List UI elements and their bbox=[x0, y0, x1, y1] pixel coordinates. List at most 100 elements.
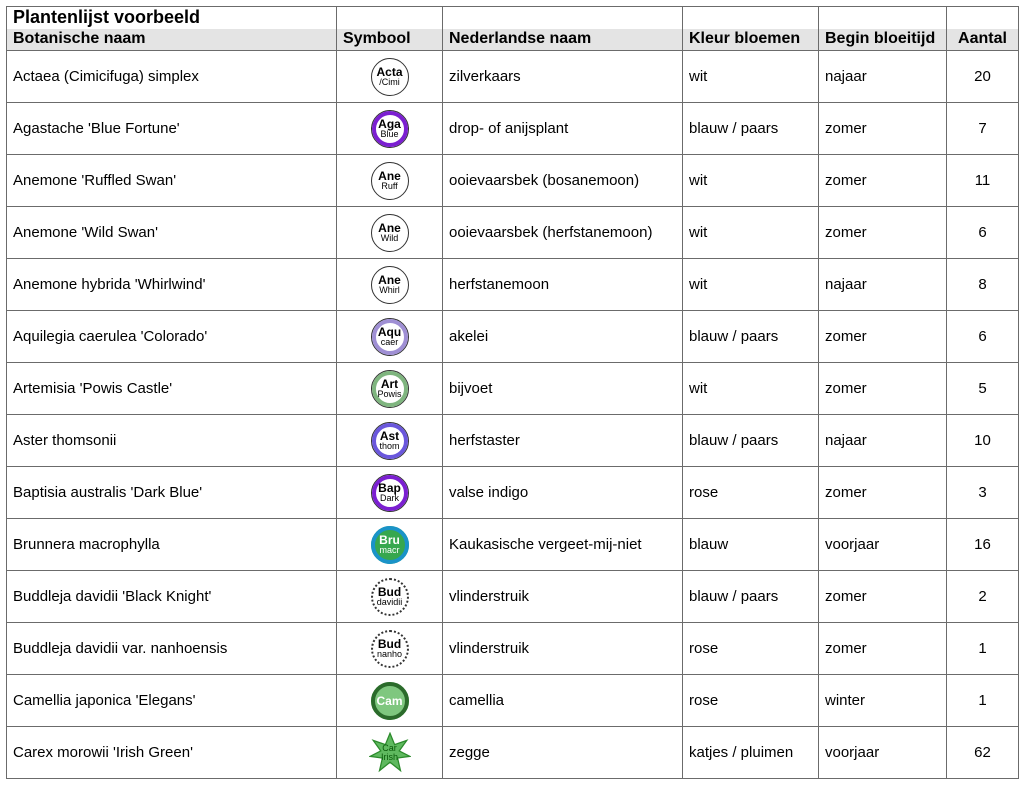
plant-list-table: Plantenlijst voorbeeld Botanische naam S… bbox=[6, 6, 1019, 779]
cell-count: 8 bbox=[947, 259, 1019, 311]
cell-dutch: ooievaarsbek (herfstanemoon) bbox=[443, 207, 683, 259]
cell-botanic: Actaea (Cimicifuga) simplex bbox=[7, 51, 337, 103]
plant-symbol-icon: CarIrish bbox=[369, 732, 411, 774]
cell-season: najaar bbox=[819, 51, 947, 103]
col-header-count: Aantal bbox=[947, 29, 1019, 51]
cell-season: najaar bbox=[819, 415, 947, 467]
cell-count: 62 bbox=[947, 727, 1019, 779]
cell-dutch: valse indigo bbox=[443, 467, 683, 519]
cell-symbol: Budnanho bbox=[337, 623, 443, 675]
table-row: Buddleja davidii 'Black Knight' Buddavidi… bbox=[7, 571, 1019, 623]
cell-count: 1 bbox=[947, 623, 1019, 675]
cell-color: blauw / paars bbox=[683, 571, 819, 623]
cell-botanic: Baptisia australis 'Dark Blue' bbox=[7, 467, 337, 519]
plant-symbol-icon: BapDark bbox=[371, 474, 409, 512]
cell-color: wit bbox=[683, 363, 819, 415]
cell-count: 20 bbox=[947, 51, 1019, 103]
cell-symbol: AgaBlue bbox=[337, 103, 443, 155]
table-row: Aster thomsoniiAstthomherfstasterblauw /… bbox=[7, 415, 1019, 467]
cell-dutch: bijvoet bbox=[443, 363, 683, 415]
cell-color: rose bbox=[683, 675, 819, 727]
cell-count: 16 bbox=[947, 519, 1019, 571]
table-row: Artemisia 'Powis Castle' ArtPowis bijvoetw… bbox=[7, 363, 1019, 415]
table-row: Actaea (Cimicifuga) simplex Acta/Cimi zilv… bbox=[7, 51, 1019, 103]
cell-count: 1 bbox=[947, 675, 1019, 727]
cell-botanic: Buddleja davidii var. nanhoensis bbox=[7, 623, 337, 675]
cell-botanic: Brunnera macrophylla bbox=[7, 519, 337, 571]
cell-season: najaar bbox=[819, 259, 947, 311]
cell-dutch: zilverkaars bbox=[443, 51, 683, 103]
table-row: Anemone 'Ruffled Swan' AneRuff ooievaarsbe… bbox=[7, 155, 1019, 207]
cell-count: 11 bbox=[947, 155, 1019, 207]
table-row: Baptisia australis 'Dark Blue' BapDark val… bbox=[7, 467, 1019, 519]
col-header-dutch: Nederlandse naam bbox=[443, 29, 683, 51]
table-row: Carex morowii 'Irish Green' CarIrishzegg… bbox=[7, 727, 1019, 779]
cell-color: wit bbox=[683, 51, 819, 103]
col-header-season: Begin bloeitijd bbox=[819, 29, 947, 51]
cell-color: blauw / paars bbox=[683, 103, 819, 155]
cell-dutch: vlinderstruik bbox=[443, 623, 683, 675]
cell-symbol: AneRuff bbox=[337, 155, 443, 207]
plant-symbol-icon: Budnanho bbox=[371, 630, 409, 668]
cell-botanic: Anemone 'Wild Swan' bbox=[7, 207, 337, 259]
cell-season: zomer bbox=[819, 363, 947, 415]
plant-symbol-icon: AneWhirl bbox=[371, 266, 409, 304]
cell-botanic: Aquilegia caerulea 'Colorado' bbox=[7, 311, 337, 363]
table-row: Aquilegia caerulea 'Colorado' Aqucaer akel… bbox=[7, 311, 1019, 363]
cell-season: zomer bbox=[819, 571, 947, 623]
cell-dutch: drop- of anijsplant bbox=[443, 103, 683, 155]
cell-count: 7 bbox=[947, 103, 1019, 155]
cell-dutch: herfstaster bbox=[443, 415, 683, 467]
cell-symbol: ArtPowis bbox=[337, 363, 443, 415]
plant-symbol-icon: Cam bbox=[371, 682, 409, 720]
table-row: Agastache 'Blue Fortune' AgaBlue drop- of … bbox=[7, 103, 1019, 155]
title-row: Plantenlijst voorbeeld bbox=[7, 7, 1019, 29]
cell-count: 6 bbox=[947, 207, 1019, 259]
cell-dutch: ooievaarsbek (bosanemoon) bbox=[443, 155, 683, 207]
cell-color: katjes / pluimen bbox=[683, 727, 819, 779]
cell-season: zomer bbox=[819, 623, 947, 675]
cell-count: 2 bbox=[947, 571, 1019, 623]
cell-count: 3 bbox=[947, 467, 1019, 519]
cell-season: winter bbox=[819, 675, 947, 727]
cell-botanic: Artemisia 'Powis Castle' bbox=[7, 363, 337, 415]
cell-count: 6 bbox=[947, 311, 1019, 363]
cell-dutch: vlinderstruik bbox=[443, 571, 683, 623]
table-row: Buddleja davidii var. nanhoensis Budnanho… bbox=[7, 623, 1019, 675]
cell-symbol: Brumacr bbox=[337, 519, 443, 571]
col-header-symbol: Symbool bbox=[337, 29, 443, 51]
cell-botanic: Buddleja davidii 'Black Knight' bbox=[7, 571, 337, 623]
cell-dutch: Kaukasische vergeet-mij-niet bbox=[443, 519, 683, 571]
plant-symbol-icon: Brumacr bbox=[371, 526, 409, 564]
cell-botanic: Aster thomsonii bbox=[7, 415, 337, 467]
cell-season: voorjaar bbox=[819, 519, 947, 571]
cell-botanic: Agastache 'Blue Fortune' bbox=[7, 103, 337, 155]
plant-symbol-icon: AneRuff bbox=[371, 162, 409, 200]
plant-symbol-icon: Buddavidii bbox=[371, 578, 409, 616]
plant-symbol-icon: Astthom bbox=[371, 422, 409, 460]
plant-symbol-icon: ArtPowis bbox=[371, 370, 409, 408]
plant-symbol-icon: Acta/Cimi bbox=[371, 58, 409, 96]
plant-symbol-icon: Aqucaer bbox=[371, 318, 409, 356]
table-title: Plantenlijst voorbeeld bbox=[7, 7, 337, 29]
cell-symbol: Buddavidii bbox=[337, 571, 443, 623]
cell-color: rose bbox=[683, 623, 819, 675]
cell-color: wit bbox=[683, 155, 819, 207]
plant-symbol-icon: AgaBlue bbox=[371, 110, 409, 148]
cell-symbol: Acta/Cimi bbox=[337, 51, 443, 103]
cell-color: blauw bbox=[683, 519, 819, 571]
cell-dutch: akelei bbox=[443, 311, 683, 363]
cell-count: 5 bbox=[947, 363, 1019, 415]
cell-symbol: AneWild bbox=[337, 207, 443, 259]
cell-botanic: Camellia japonica 'Elegans' bbox=[7, 675, 337, 727]
cell-symbol: AneWhirl bbox=[337, 259, 443, 311]
header-row: Botanische naam Symbool Nederlandse naam… bbox=[7, 29, 1019, 51]
cell-count: 10 bbox=[947, 415, 1019, 467]
col-header-color: Kleur bloemen bbox=[683, 29, 819, 51]
cell-season: voorjaar bbox=[819, 727, 947, 779]
cell-season: zomer bbox=[819, 467, 947, 519]
cell-botanic: Anemone 'Ruffled Swan' bbox=[7, 155, 337, 207]
cell-symbol: CarIrish bbox=[337, 727, 443, 779]
col-header-botanic: Botanische naam bbox=[7, 29, 337, 51]
cell-dutch: camellia bbox=[443, 675, 683, 727]
